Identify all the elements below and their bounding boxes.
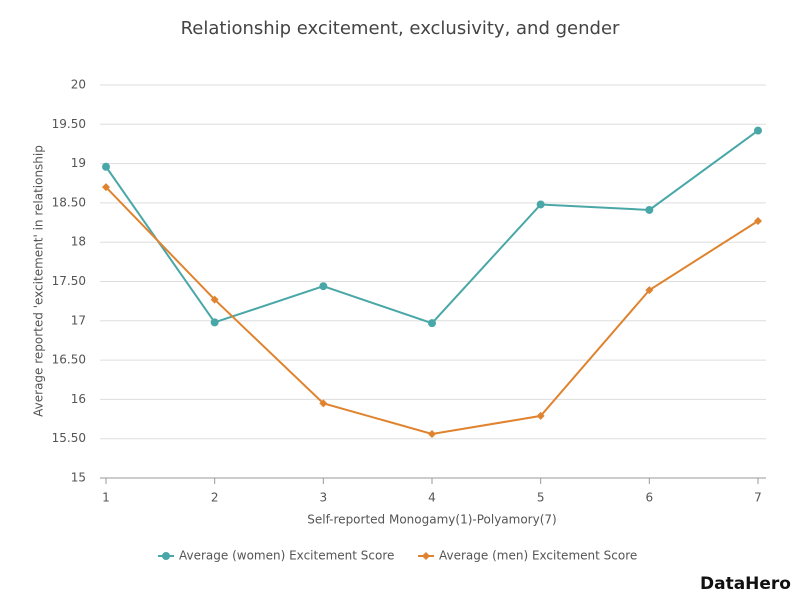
marker <box>102 183 110 192</box>
chart-title: Relationship excitement, exclusivity, an… <box>181 18 620 39</box>
marker <box>422 552 430 560</box>
legend-label: Average (men) Excitement Score <box>439 549 637 563</box>
marker <box>162 552 170 560</box>
marker <box>754 126 762 135</box>
legend-label: Average (women) Excitement Score <box>179 549 394 563</box>
marker <box>536 200 545 209</box>
y-tick-label: 18 <box>71 235 86 249</box>
y-tick-label: 19 <box>71 156 86 170</box>
x-tick-label: 7 <box>754 491 762 505</box>
y-tick-label: 19.50 <box>52 117 86 131</box>
marker <box>319 282 328 291</box>
y-tick-label: 20 <box>71 78 86 92</box>
marker <box>754 216 762 225</box>
y-tick-label: 18.50 <box>52 195 86 209</box>
x-tick-label: 3 <box>320 491 328 505</box>
marker <box>536 411 545 420</box>
marker <box>428 319 436 328</box>
marker <box>645 286 654 295</box>
y-tick-label: 17.50 <box>52 274 86 288</box>
y-tick-label: 15.50 <box>52 431 86 445</box>
series-line <box>105 186 759 436</box>
marker <box>428 429 436 438</box>
x-tick-label: 1 <box>102 491 110 505</box>
y-tick-label: 16.50 <box>52 353 86 367</box>
x-tick-label: 5 <box>537 491 545 505</box>
series-line <box>105 129 759 325</box>
x-axis-label: Self-reported Monogamy(1)-Polyamory(7) <box>307 513 556 527</box>
marker <box>319 399 328 408</box>
marker <box>210 318 219 327</box>
y-axis-label: Average reported 'excitement' in relatio… <box>32 145 46 417</box>
y-tick-label: 16 <box>71 392 86 406</box>
y-tick-label: 15 <box>71 471 86 485</box>
x-tick-label: 4 <box>428 491 436 505</box>
x-tick-label: 6 <box>646 491 654 505</box>
marker <box>102 162 110 171</box>
logo: DataHero <box>700 574 791 594</box>
y-tick-label: 17 <box>71 313 86 327</box>
x-tick-label: 2 <box>211 491 219 505</box>
marker <box>210 295 219 304</box>
marker <box>645 205 654 214</box>
